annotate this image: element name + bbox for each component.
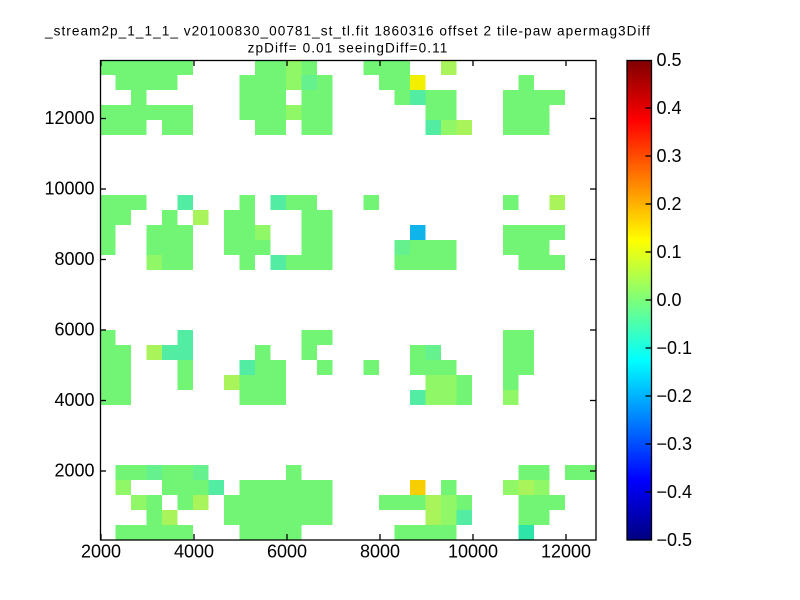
svg-text:−0.2: −0.2 (657, 386, 693, 406)
svg-text:−0.4: −0.4 (657, 482, 693, 502)
svg-text:10000: 10000 (448, 542, 498, 562)
svg-text:0.5: 0.5 (657, 50, 682, 70)
svg-text:8000: 8000 (54, 249, 94, 269)
svg-text:0.0: 0.0 (657, 290, 682, 310)
svg-text:4000: 4000 (174, 542, 214, 562)
svg-text:4000: 4000 (54, 390, 94, 410)
svg-text:10000: 10000 (44, 179, 94, 199)
svg-text:−0.3: −0.3 (657, 434, 693, 454)
svg-text:2000: 2000 (54, 461, 94, 481)
svg-text:12000: 12000 (541, 542, 591, 562)
svg-text:8000: 8000 (360, 542, 400, 562)
svg-text:0.1: 0.1 (657, 242, 682, 262)
svg-text:6000: 6000 (54, 320, 94, 340)
svg-text:2000: 2000 (81, 542, 121, 562)
svg-text:_stream2p_1_1_1_ v20100830_007: _stream2p_1_1_1_ v20100830_00781_st_tl.f… (44, 24, 651, 39)
svg-text:0.2: 0.2 (657, 194, 682, 214)
svg-text:−0.5: −0.5 (657, 530, 693, 550)
svg-text:12000: 12000 (44, 108, 94, 128)
svg-text:0.3: 0.3 (657, 146, 682, 166)
svg-text:0.4: 0.4 (657, 98, 682, 118)
svg-text:−0.1: −0.1 (657, 338, 693, 358)
svg-text:6000: 6000 (267, 542, 307, 562)
svg-text:zpDiff= 0.01 seeingDiff=0.11: zpDiff= 0.01 seeingDiff=0.11 (248, 41, 449, 56)
